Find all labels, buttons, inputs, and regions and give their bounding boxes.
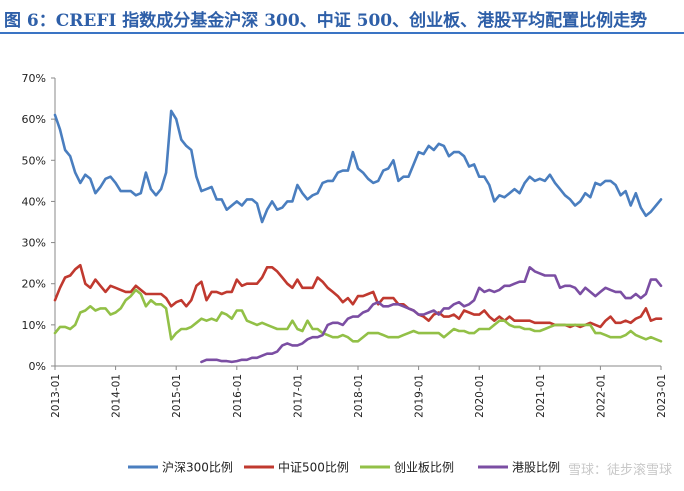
x-tick-label: 2021-01 [535,374,547,418]
watermark: 雪球：徒步滚雪球 [568,462,672,478]
series-line-4 [200,266,663,364]
y-tick-label: 10% [22,319,46,332]
y-tick-label: 40% [22,195,46,208]
y-tick-label: 60% [22,113,46,126]
y-tick-label: 50% [22,154,46,167]
series-lines [53,109,663,364]
x-tick-label: 2018-01 [353,374,365,418]
series-line-3 [53,288,663,343]
series-line-1 [53,109,663,224]
legend-label-1: 沪深300比例 [162,461,233,475]
chart-title: 图 6：CREFI 指数成分基金沪深 300、中证 500、创业板、港股平均配置… [4,11,648,31]
x-tick-label: 2015-01 [171,374,183,418]
title-bar: 图 6：CREFI 指数成分基金沪深 300、中证 500、创业板、港股平均配置… [0,0,684,34]
legend-label-3: 创业板比例 [394,461,454,475]
x-tick-label: 2020-01 [474,374,486,418]
x-tick-label: 2019-01 [414,374,426,418]
x-tick-label: 2022-01 [595,374,607,418]
y-tick-label: 20% [22,278,46,291]
x-tick-label: 2023-01 [656,374,668,418]
x-tick-label: 2013-01 [50,374,62,418]
axes: 0% 10% 20% 30% 40% 50% 60% 70% 2013-01 2014-01 201… [22,72,668,418]
y-tick-label: 30% [22,237,46,250]
x-tick-label: 2016-01 [232,374,244,418]
legend-label-4: 港股比例 [512,461,560,475]
x-tick-label: 2017-01 [292,374,304,418]
legend-label-2: 中证500比例 [278,460,349,475]
y-tick-label: 70% [22,72,46,85]
y-tick-label: 0% [29,360,46,373]
legend: 沪深300比例 中证500比例 创业板比例 港股比例 [128,460,560,475]
x-tick-label: 2014-01 [111,374,123,418]
